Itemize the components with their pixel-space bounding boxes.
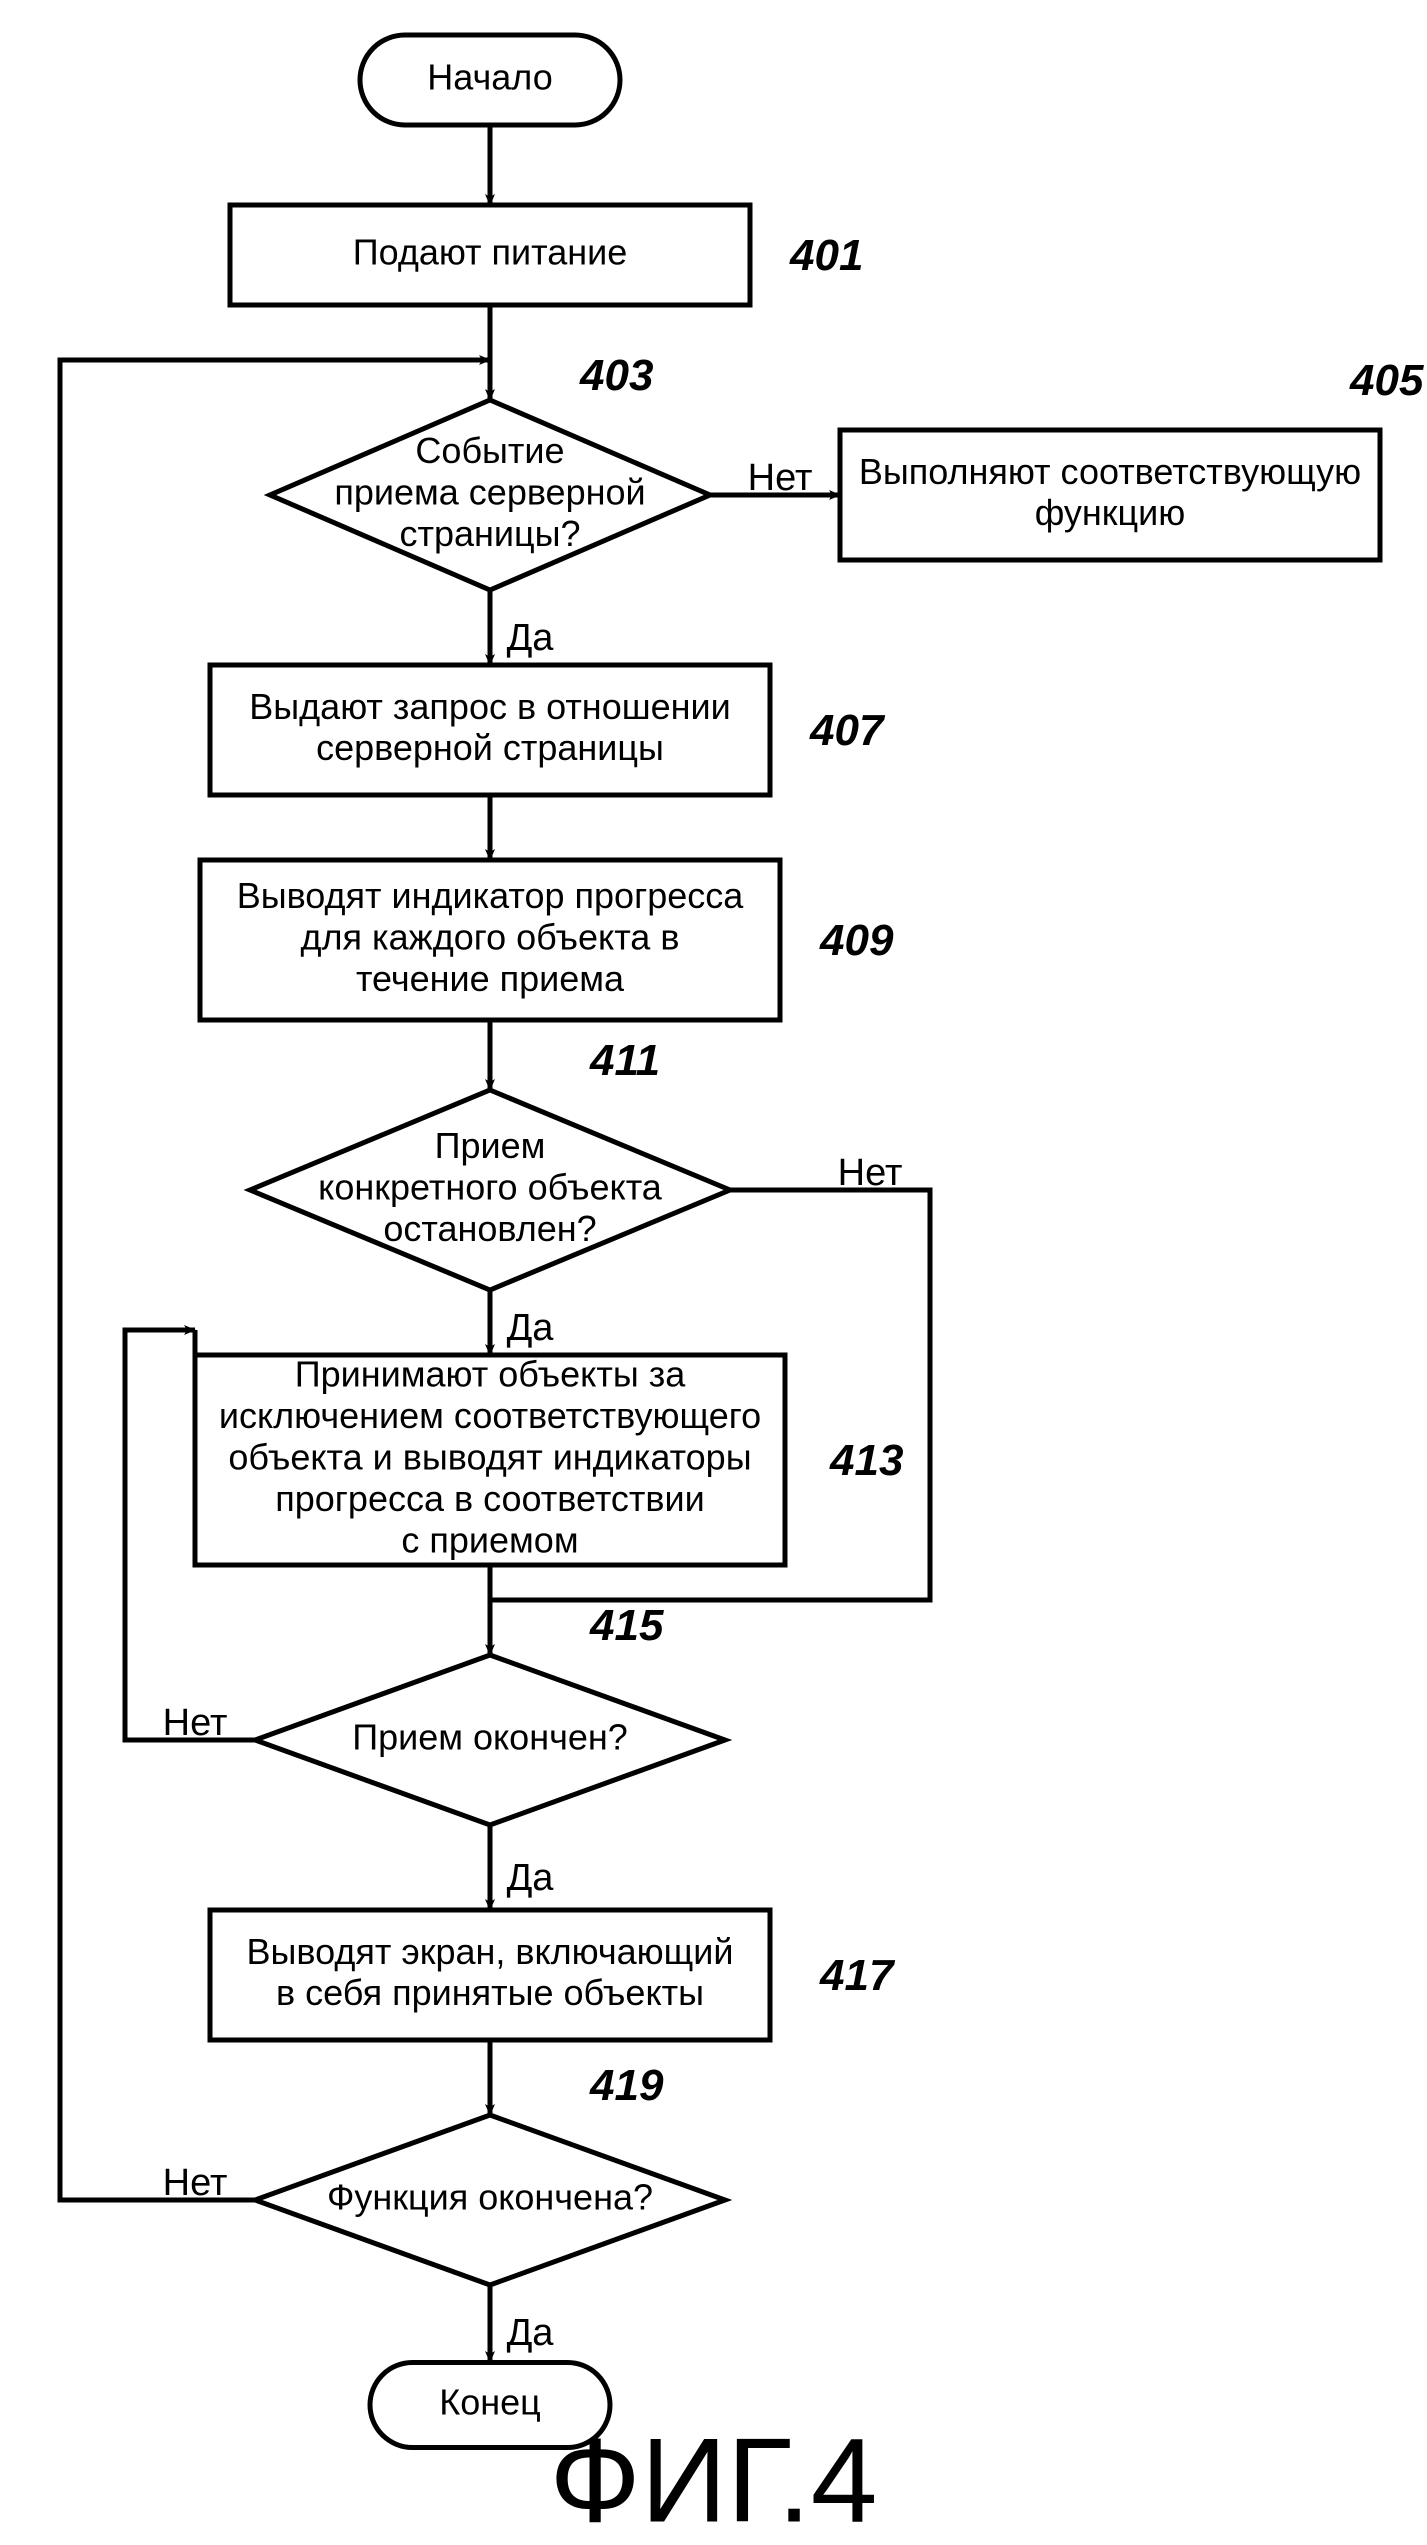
node-text: Выдают запрос в отношении — [249, 686, 730, 727]
node-text: с приемом — [401, 1519, 578, 1560]
node-text: Начало — [427, 57, 552, 98]
node-label: 409 — [819, 916, 894, 965]
node-text: Принимают объекты за — [295, 1354, 686, 1395]
edge-label: Да — [507, 2312, 555, 2354]
node-text: в себя принятые объекты — [276, 1972, 704, 2013]
node-text: Выполняют соответствующую — [859, 451, 1361, 492]
node-text: Подают питание — [353, 232, 628, 273]
node-text: остановлен? — [383, 1208, 596, 1249]
node-text: течение приема — [356, 958, 625, 999]
node-text: объекта и выводят индикаторы — [228, 1437, 751, 1478]
node-label: 407 — [809, 706, 886, 755]
node-text: конкретного объекта — [318, 1167, 663, 1208]
edge-label: Да — [507, 1307, 555, 1349]
node-text: страницы? — [399, 513, 580, 554]
node-text: исключением соответствующего — [219, 1395, 761, 1436]
node-label: 413 — [829, 1436, 903, 1485]
node-text: для каждого объекта в — [301, 917, 680, 958]
flowchart-diagram: Да Нет Да Нет Да Нет Да Нет Начало Подают питание… — [0, 0, 1427, 2545]
node-text: Выводят индикатор прогресса — [237, 875, 745, 916]
node-label: 417 — [819, 1951, 896, 2000]
node-label: 403 — [579, 351, 653, 400]
node-text: Конец — [439, 2382, 541, 2423]
node-text: прогресса в соответствии — [275, 1478, 704, 1519]
node-text: Событие — [415, 430, 564, 471]
node-text: Выводят экран, включающий — [247, 1931, 734, 1972]
edge-label: Нет — [748, 457, 813, 499]
node-label: 419 — [589, 2061, 664, 2110]
edge-label: Да — [507, 617, 555, 659]
node-text: Прием — [435, 1125, 546, 1166]
edge-label: Да — [507, 1857, 555, 1899]
node-text: Функция окончена? — [327, 2177, 653, 2218]
edge-label: Нет — [163, 2162, 228, 2204]
node-text: Прием окончен? — [352, 1717, 628, 1758]
edge-label: Нет — [163, 1702, 228, 1744]
node-label: 415 — [589, 1601, 664, 1650]
node-label: 401 — [789, 231, 863, 280]
edge-label: Нет — [838, 1152, 903, 1194]
node-text: серверной страницы — [316, 727, 664, 768]
node-text: приема серверной — [334, 472, 645, 513]
node-label: 411 — [589, 1036, 660, 1085]
node-label: 405 — [1349, 356, 1424, 405]
figure-label: ФИГ.4 — [550, 2414, 878, 2545]
node-text: функцию — [1035, 492, 1186, 533]
